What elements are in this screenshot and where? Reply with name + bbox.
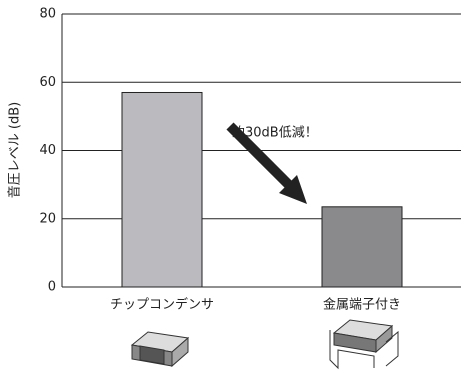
y-tick-label: 0: [48, 280, 56, 295]
y-tick-label: 20: [39, 211, 56, 226]
y-axis-label: 音圧レベル (dB): [7, 102, 23, 198]
y-tick-label: 80: [39, 7, 56, 22]
y-tick-label: 60: [39, 75, 56, 90]
arrow: [226, 122, 307, 204]
annotation: 約30dB低減！: [232, 125, 318, 141]
x-tick-label: チップコンデンサ: [110, 297, 214, 313]
x-tick-label: 金属端子付き: [323, 297, 401, 313]
bar: [321, 206, 403, 288]
y-tick-label: 40: [39, 143, 56, 158]
bar: [121, 91, 203, 288]
chip-icon: [130, 331, 190, 368]
metal-terminal-icon: [329, 319, 399, 370]
